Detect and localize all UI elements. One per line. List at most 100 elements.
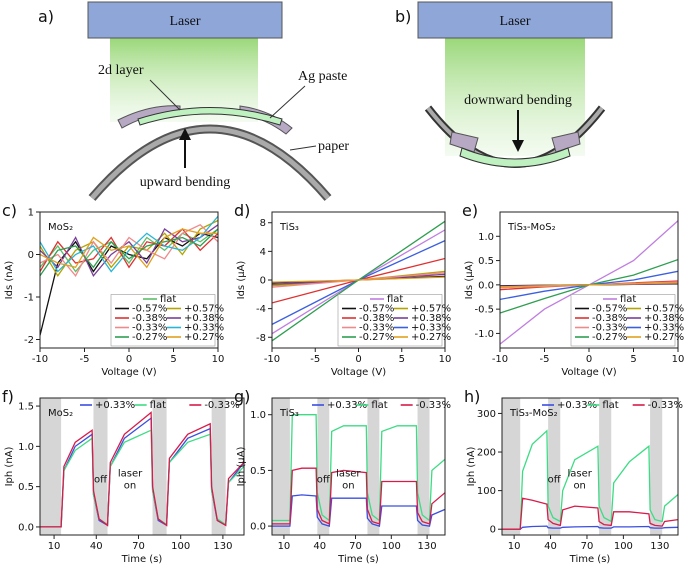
panel-label: d): [234, 201, 250, 220]
y-tick-label: -1.0: [474, 329, 494, 340]
annotation: off: [548, 475, 562, 486]
x-tick-label: -5: [310, 354, 320, 365]
bending-label: upward bending: [140, 175, 231, 190]
chart: 10 40 70 100 130 0.0 0.5 1.0 Time (s) Iph (μA) g) T…: [234, 387, 451, 565]
y-tick-label: -1: [24, 293, 34, 304]
x-tick-label: 100: [171, 541, 190, 552]
panel-label: b): [395, 7, 411, 26]
shaded-region: [152, 398, 167, 535]
schematic-a: a) Laser 2d layer Ag paste paper upward …: [38, 1, 349, 201]
y-tick-label: 1.0: [18, 442, 34, 453]
legend-label: +0.33%: [327, 400, 367, 411]
legend-label: -0.33%: [132, 323, 167, 334]
plot-frame: [501, 397, 679, 536]
ag-paste: [551, 131, 581, 153]
chart: -10 -5 0 5 10 -8 -4 0 4 8 Voltage (V) Ids (μA) d) TiS…: [234, 201, 451, 378]
legend-label: flat: [387, 294, 403, 305]
y-tick-label: 1: [28, 208, 34, 219]
x-axis-label: Time (s): [569, 554, 611, 565]
x-tick-label: 40: [313, 541, 326, 552]
y-tick-label: 1.0: [478, 232, 494, 243]
y-tick-label: 4: [260, 247, 266, 258]
y-axis-label: Ids (μA): [464, 261, 475, 300]
y-tick-label: 0.0: [478, 280, 494, 291]
shaded-region: [417, 398, 430, 535]
y-tick-label: 0.0: [250, 522, 266, 533]
plot-frame: [39, 397, 245, 536]
legend-label: flat: [160, 294, 176, 305]
x-tick-label: 5: [630, 354, 636, 365]
legend-label: flat: [371, 400, 387, 411]
series-line: [40, 228, 218, 277]
shaded-region: [317, 398, 330, 535]
x-tick-label: 70: [132, 541, 145, 552]
legend-label: -0.27%: [359, 332, 394, 343]
legend-label: +0.33%: [95, 400, 135, 411]
y-tick-label: 0: [260, 276, 266, 287]
legend-label: +0.27%: [411, 332, 451, 343]
laser-beam: [110, 38, 258, 122]
x-tick-label: -10: [32, 354, 48, 365]
legend-label: +0.38%: [184, 313, 224, 324]
legend-box: [570, 294, 676, 347]
x-axis-label: Voltage (V): [101, 367, 156, 378]
y-tick-label: -0.5: [474, 305, 494, 316]
schematic-b: b) Laser downward bending: [395, 1, 613, 168]
x-tick-label: 0: [586, 354, 592, 365]
plot-frame: [271, 397, 446, 536]
chart: -10 -5 0 5 10 -1.0 -0.5 0.0 0.5 1.0 Voltage (V) Ids…: [462, 201, 684, 378]
x-tick-label: 5: [170, 354, 176, 365]
shaded-region: [211, 398, 226, 535]
x-tick-label: 70: [349, 541, 362, 552]
y-axis-label: Iph (μA): [236, 446, 247, 486]
shaded-region: [650, 398, 663, 535]
y-tick-label: 8: [260, 218, 266, 229]
y-tick-label: 1.0: [250, 410, 266, 421]
panel-title: TiS₃-MoS₂: [507, 222, 556, 233]
x-tick-label: 5: [399, 354, 405, 365]
y-tick-label: 1.5: [18, 402, 34, 413]
y-tick-label: 0.5: [18, 482, 34, 493]
x-tick-label: 10: [439, 354, 452, 365]
series-line: [40, 228, 218, 269]
legend-label: flat: [150, 400, 166, 411]
legend-label: +0.33%: [644, 323, 684, 334]
legend-label: flat: [602, 400, 618, 411]
x-tick-label: 0: [355, 354, 361, 365]
annotation: off: [317, 475, 331, 486]
laser-box: [87, 1, 283, 39]
series-line: [272, 467, 445, 525]
annotation: off: [94, 475, 108, 486]
legend-label: +0.27%: [184, 332, 224, 343]
paper-inner: [90, 126, 330, 200]
x-axis-label: Time (s): [121, 554, 163, 565]
panel-label: a): [38, 7, 54, 26]
legend-label: +0.33%: [411, 323, 451, 334]
y-tick-label: 0.0: [18, 522, 34, 533]
annotation: laser: [336, 469, 361, 480]
legend-label: +0.38%: [644, 313, 684, 324]
panel-label: c): [2, 201, 17, 220]
x-tick-label: 130: [213, 541, 232, 552]
series-line: [502, 525, 678, 530]
legend-label: -0.33%: [416, 400, 451, 411]
series-line: [272, 276, 445, 283]
y-axis-label: Iph (nA): [466, 447, 477, 487]
panel-title: MoS₂: [48, 222, 73, 233]
y-tick-label: 200: [477, 448, 496, 459]
series-line: [40, 411, 244, 528]
x-tick-label: 10: [48, 541, 61, 552]
series-line: [40, 228, 218, 272]
shaded-region: [272, 398, 290, 535]
panel-title: TiS₃: [279, 408, 299, 419]
legend-label: -0.38%: [359, 313, 394, 324]
pointer: [269, 85, 306, 119]
legend-label: +0.33%: [184, 323, 224, 334]
legend-label: +0.27%: [644, 332, 684, 343]
legend-label: -0.33%: [592, 323, 627, 334]
panel-label: g): [234, 387, 250, 406]
x-tick-label: 10: [278, 541, 291, 552]
series-line: [502, 497, 678, 530]
legend-label: -0.57%: [592, 304, 627, 315]
